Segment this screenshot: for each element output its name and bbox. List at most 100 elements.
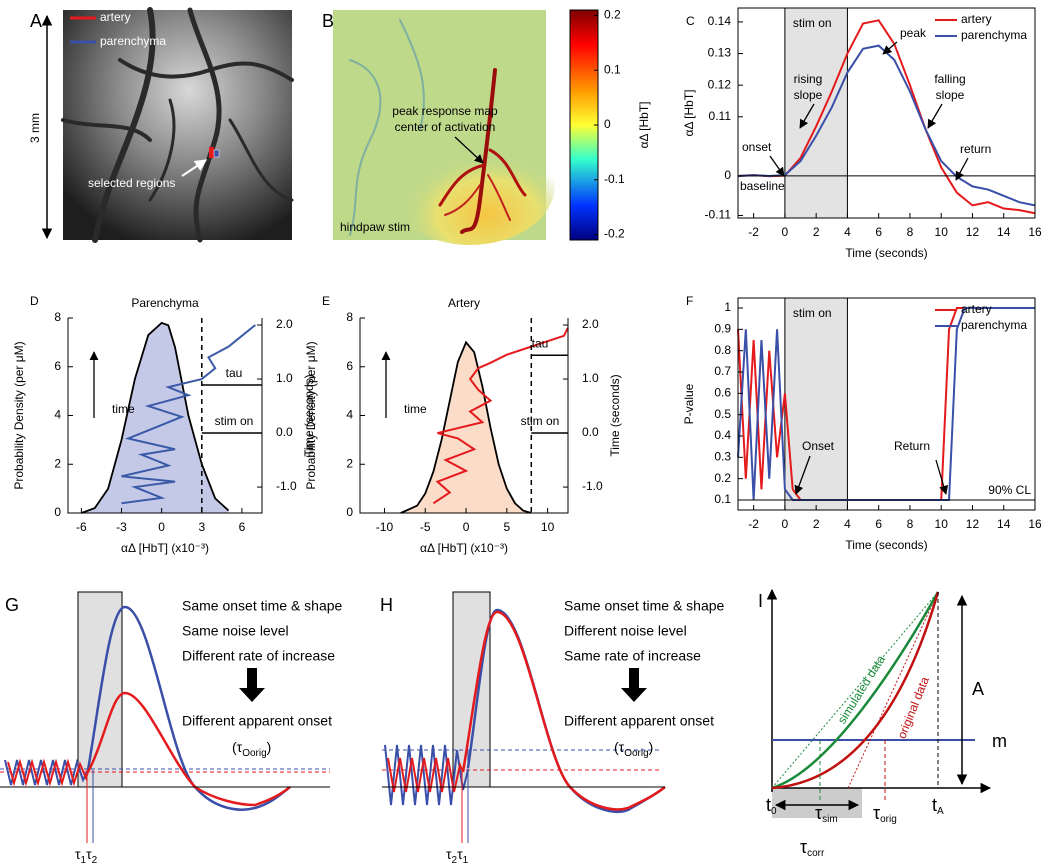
x-tick-label: -10 bbox=[376, 520, 394, 534]
annotation: rising bbox=[794, 72, 823, 86]
scale-label: 3 mm bbox=[28, 113, 42, 143]
tau-sim-label: τsim bbox=[815, 803, 838, 825]
simulated-curve bbox=[771, 591, 940, 790]
annotation: slope bbox=[794, 88, 823, 102]
x-tick-label: -3 bbox=[116, 520, 127, 534]
simulated-label: simulated data bbox=[835, 652, 888, 726]
onset-subscript: Oorig bbox=[624, 748, 648, 759]
annotation-arrow bbox=[882, 41, 898, 55]
annotation: time bbox=[404, 402, 427, 416]
panel-b: B peak response map center of activation… bbox=[322, 9, 651, 245]
panel-label: D bbox=[30, 294, 39, 308]
y2-tick-label: 0.0 bbox=[276, 425, 293, 439]
annotation: slope bbox=[936, 88, 965, 102]
tau-subscript: 1 bbox=[463, 855, 469, 864]
annotation-arrow bbox=[794, 455, 811, 495]
symbol: t bbox=[766, 795, 771, 815]
x-tick-label: 16 bbox=[1028, 225, 1042, 239]
symbol: τ bbox=[800, 837, 807, 857]
onset-prefix: (τ bbox=[232, 739, 243, 755]
y-tick-label: 0.2 bbox=[714, 471, 731, 485]
tau-symbol: τ bbox=[86, 846, 92, 862]
annotation: Onset bbox=[802, 439, 835, 453]
y-tick-label: 6 bbox=[54, 359, 61, 373]
y-tick-label: 0.14 bbox=[708, 14, 732, 28]
colorbar-tick-label: 0 bbox=[604, 117, 611, 131]
y-tick-label: 0.12 bbox=[708, 77, 732, 91]
x-tick-label: -6 bbox=[76, 520, 87, 534]
response-curve bbox=[86, 691, 291, 807]
activation-area bbox=[385, 125, 555, 245]
annotation-arrow bbox=[181, 159, 207, 177]
y-tick-label: 0 bbox=[346, 505, 353, 519]
description: Different apparent onset bbox=[182, 713, 332, 729]
panel-label: G bbox=[5, 595, 19, 615]
reference-label: baseline bbox=[740, 179, 785, 193]
stim-label: stim on bbox=[793, 16, 832, 30]
panel-label: E bbox=[322, 294, 330, 308]
m-label: m bbox=[992, 731, 1007, 751]
density-area bbox=[81, 322, 229, 513]
y-tick-label: 0.7 bbox=[714, 364, 731, 378]
y-axis-label: αΔ [HbT] bbox=[682, 90, 696, 137]
y2-tick-label: 1.0 bbox=[582, 371, 599, 385]
y-tick-label: 8 bbox=[54, 310, 61, 324]
x-tick-label: 6 bbox=[875, 517, 882, 531]
stim-label: stim on bbox=[793, 306, 832, 320]
description: Different rate of increase bbox=[182, 648, 335, 664]
series-line bbox=[737, 307, 1035, 501]
subscript: corr bbox=[807, 848, 825, 859]
stim-region bbox=[784, 7, 848, 219]
x-tick-label: 5 bbox=[503, 520, 510, 534]
down-arrow bbox=[621, 668, 647, 702]
colorbar-tick-label: -0.2 bbox=[604, 227, 625, 241]
x-tick-label: 4 bbox=[844, 517, 851, 531]
onset-prefix: (τ bbox=[614, 739, 625, 755]
chart-title: Parenchyma bbox=[131, 296, 199, 310]
x-tick-label: 3 bbox=[198, 520, 205, 534]
y2-axis-label: Time (seconds) bbox=[302, 374, 316, 456]
onset-label: (τOorig) bbox=[232, 739, 271, 759]
annotation-arrow bbox=[769, 155, 785, 177]
annotation: onset bbox=[742, 140, 772, 154]
tau-label: τ1τ2 bbox=[75, 846, 98, 864]
linear-fit bbox=[771, 591, 939, 789]
y2-tick-label: 2.0 bbox=[582, 317, 599, 331]
chart-title: Artery bbox=[448, 296, 480, 310]
original-curve bbox=[771, 591, 940, 790]
annotation-arrow bbox=[927, 103, 943, 129]
region-artery bbox=[209, 147, 214, 158]
symbol: τ bbox=[873, 803, 880, 823]
response-curve bbox=[461, 610, 666, 811]
subscript: 0 bbox=[771, 806, 777, 817]
x-tick-label: 14 bbox=[997, 225, 1011, 239]
x-tick-label: 12 bbox=[966, 225, 980, 239]
panel-label: F bbox=[686, 294, 693, 308]
y-tick-label: 0.6 bbox=[714, 386, 731, 400]
amplitude-label: A bbox=[972, 679, 984, 699]
annotation-arrow bbox=[935, 459, 949, 495]
stim-box bbox=[452, 591, 491, 788]
colorbar-label: αΔ [HbT] bbox=[637, 102, 651, 149]
description: Same onset time & shape bbox=[564, 598, 725, 614]
legend-label: parenchyma bbox=[100, 34, 166, 48]
noise bbox=[7, 758, 89, 787]
map-vessels bbox=[349, 19, 527, 236]
annotation: return bbox=[960, 142, 991, 156]
panel-label: B bbox=[322, 11, 334, 31]
axes-frame bbox=[737, 297, 1036, 511]
y2-tick-label: -1.0 bbox=[582, 479, 603, 493]
x-tick-label: 2 bbox=[813, 517, 820, 531]
x-tick-label: 0 bbox=[158, 520, 165, 534]
panel-h: H τ2τ1 Same onset time & shape Different… bbox=[380, 591, 725, 864]
legend-label: parenchyma bbox=[961, 318, 1027, 332]
symbol: τ bbox=[815, 803, 822, 823]
tau-subscript: 1 bbox=[81, 855, 87, 864]
y-tick-label: 0.3 bbox=[714, 449, 731, 463]
annotation: peak bbox=[900, 26, 927, 40]
noise bbox=[387, 757, 464, 793]
legend-label: artery bbox=[961, 12, 992, 26]
stim-region bbox=[784, 297, 848, 511]
